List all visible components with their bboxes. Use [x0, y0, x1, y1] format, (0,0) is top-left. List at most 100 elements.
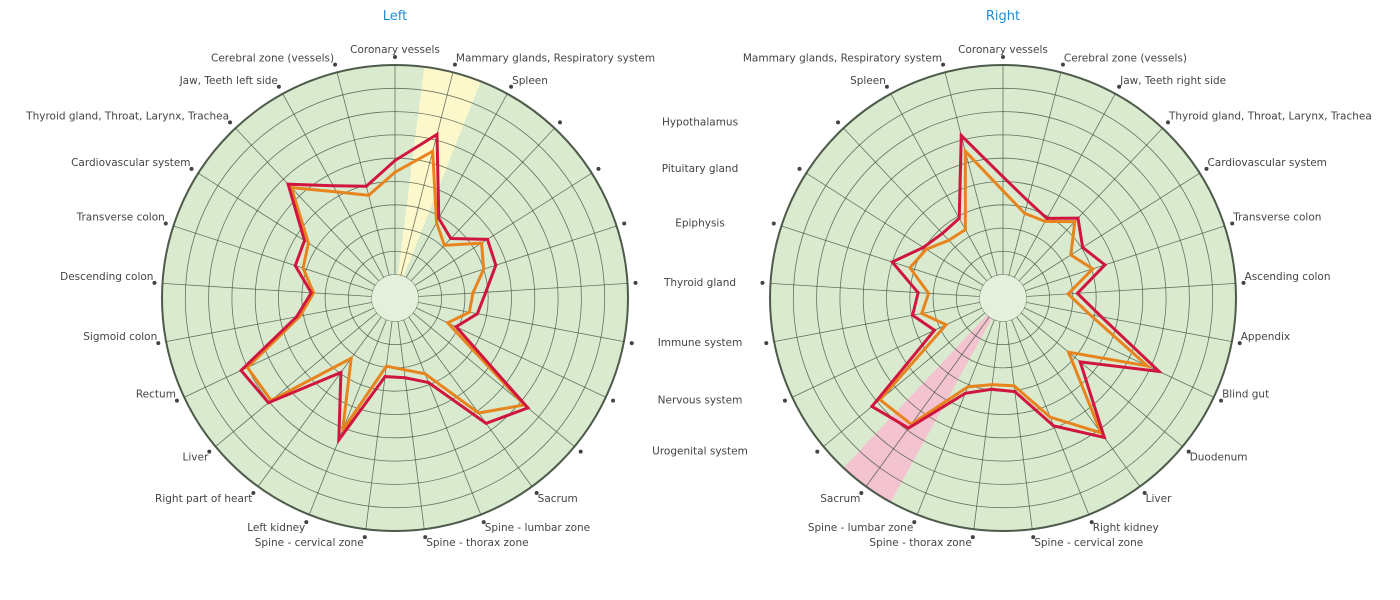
- series-0-data-point: [963, 149, 967, 153]
- series-0-data-point: [1067, 350, 1071, 354]
- series-0-data-point: [944, 323, 948, 327]
- series-0-data-point: [423, 372, 427, 376]
- series-1-data-point: [1103, 263, 1107, 267]
- series-1-data-point: [963, 391, 967, 395]
- axis-spoke: [973, 321, 1001, 530]
- series-1-data-point: [1076, 216, 1080, 220]
- axis-spoke: [336, 72, 390, 276]
- axis-label: Sacrum: [820, 493, 860, 505]
- series-0-data-point: [1043, 219, 1047, 223]
- axis-tick-dot: [207, 449, 212, 454]
- axis-label: Cerebral zone (vessels): [211, 53, 334, 65]
- series-0-data-point: [482, 267, 486, 271]
- series-1-data-point: [907, 426, 911, 430]
- series-0-data-point: [402, 368, 406, 372]
- axis-tick-dot: [912, 520, 917, 525]
- series-0-data-point: [312, 291, 316, 295]
- series-1-data-point: [1081, 245, 1085, 249]
- axis-label: Liver: [183, 452, 209, 464]
- series-0-data-point: [947, 238, 951, 242]
- series-1-data-point: [484, 421, 488, 425]
- series-1-data-point: [959, 134, 963, 138]
- series-0-data-point: [367, 193, 371, 197]
- axis-tick-dot: [836, 120, 841, 125]
- axis-tick-dot: [1001, 55, 1005, 59]
- right-radar-chart: Right Coronary vessels Cerebral zone (ves…: [652, 9, 1372, 549]
- series-1-data-point: [890, 260, 894, 264]
- axis-tick-dot: [1219, 398, 1224, 403]
- axis-tick-dot: [1165, 120, 1170, 125]
- series-1-data-point: [286, 182, 290, 186]
- series-0-line: [877, 147, 1153, 436]
- series-0-data-point: [298, 314, 302, 318]
- series-1-data-point: [940, 231, 944, 235]
- axis-spoke: [1008, 72, 1062, 276]
- axis-label: Liver: [1146, 493, 1172, 505]
- axis-spoke: [1005, 321, 1033, 530]
- series-0-data-point: [349, 356, 353, 360]
- axis-tick-dot: [1204, 166, 1209, 171]
- axis-spoke: [865, 316, 990, 487]
- axis-spoke: [1022, 172, 1200, 286]
- series-0-data-point: [301, 266, 305, 270]
- series-0-data-point: [477, 411, 481, 415]
- series-0-data-point: [480, 241, 484, 245]
- axis-label: Spine - lumbar zone: [485, 522, 590, 534]
- series-0-data-point: [908, 266, 912, 270]
- series-0-data-point: [1069, 253, 1073, 257]
- axis-tick-dot: [557, 120, 562, 125]
- axis-spoke: [257, 316, 382, 487]
- series-0-data-point: [1001, 189, 1005, 193]
- series-1-data-point: [484, 290, 488, 294]
- axis-tick-dot: [276, 84, 281, 89]
- axis-spoke: [890, 93, 993, 278]
- axis-spoke: [823, 312, 986, 447]
- series-0-line: [245, 148, 528, 431]
- axis-label: Cardiovascular system: [71, 157, 190, 169]
- axis-label: Thyroid gland: [663, 277, 736, 289]
- axis-label: Jaw, Teeth right side: [1119, 75, 1226, 87]
- axis-label: Appendix: [1241, 331, 1290, 343]
- series-1-data-point: [309, 291, 313, 295]
- series-0-data-point: [335, 190, 339, 194]
- axis-label: Spine - thorax zone: [869, 537, 971, 549]
- axis-tick-dot: [156, 341, 161, 346]
- axis-label: Pituitary gland: [662, 163, 738, 175]
- axis-label: Immune system: [658, 337, 743, 349]
- axis-spoke: [417, 225, 617, 292]
- axis-label: Cardiovascular system: [1207, 157, 1326, 169]
- series-0-data-point: [1023, 211, 1027, 215]
- series-0-data-point: [384, 364, 388, 368]
- axis-label: Nervous system: [658, 395, 743, 407]
- axis-tick-dot: [1241, 280, 1246, 285]
- series-1-line: [869, 131, 1164, 440]
- axis-spoke: [414, 172, 592, 286]
- axis-label: Spine - thorax zone: [426, 537, 528, 549]
- axis-spoke: [397, 321, 425, 530]
- axis-tick-dot: [760, 280, 765, 285]
- series-0-data-point: [467, 310, 471, 314]
- axis-spoke: [198, 172, 376, 286]
- axis-spoke: [418, 282, 628, 297]
- series-1-data-point: [1157, 369, 1161, 373]
- axis-spoke: [806, 172, 984, 286]
- axis-tick-dot: [1142, 490, 1147, 495]
- series-0-data-point: [435, 220, 439, 224]
- series-1-data-point: [449, 237, 453, 241]
- axis-spoke: [173, 225, 373, 292]
- series-0-data-point: [393, 170, 397, 174]
- axis-tick-dot: [163, 221, 168, 226]
- axis-tick-dot: [251, 490, 256, 495]
- axis-spoke: [1016, 316, 1141, 487]
- series-1-data-point: [1026, 199, 1030, 203]
- series-1-data-point: [494, 263, 498, 267]
- series-1-data-point: [475, 312, 479, 316]
- axis-tick-dot: [174, 398, 179, 403]
- axis-spoke: [215, 312, 378, 447]
- center-disk: [371, 274, 419, 322]
- axis-label: Spine - lumbar zone: [808, 522, 913, 534]
- series-1-data-point: [454, 325, 458, 329]
- axis-tick-dot: [578, 449, 583, 454]
- series-1-data-point: [266, 401, 270, 405]
